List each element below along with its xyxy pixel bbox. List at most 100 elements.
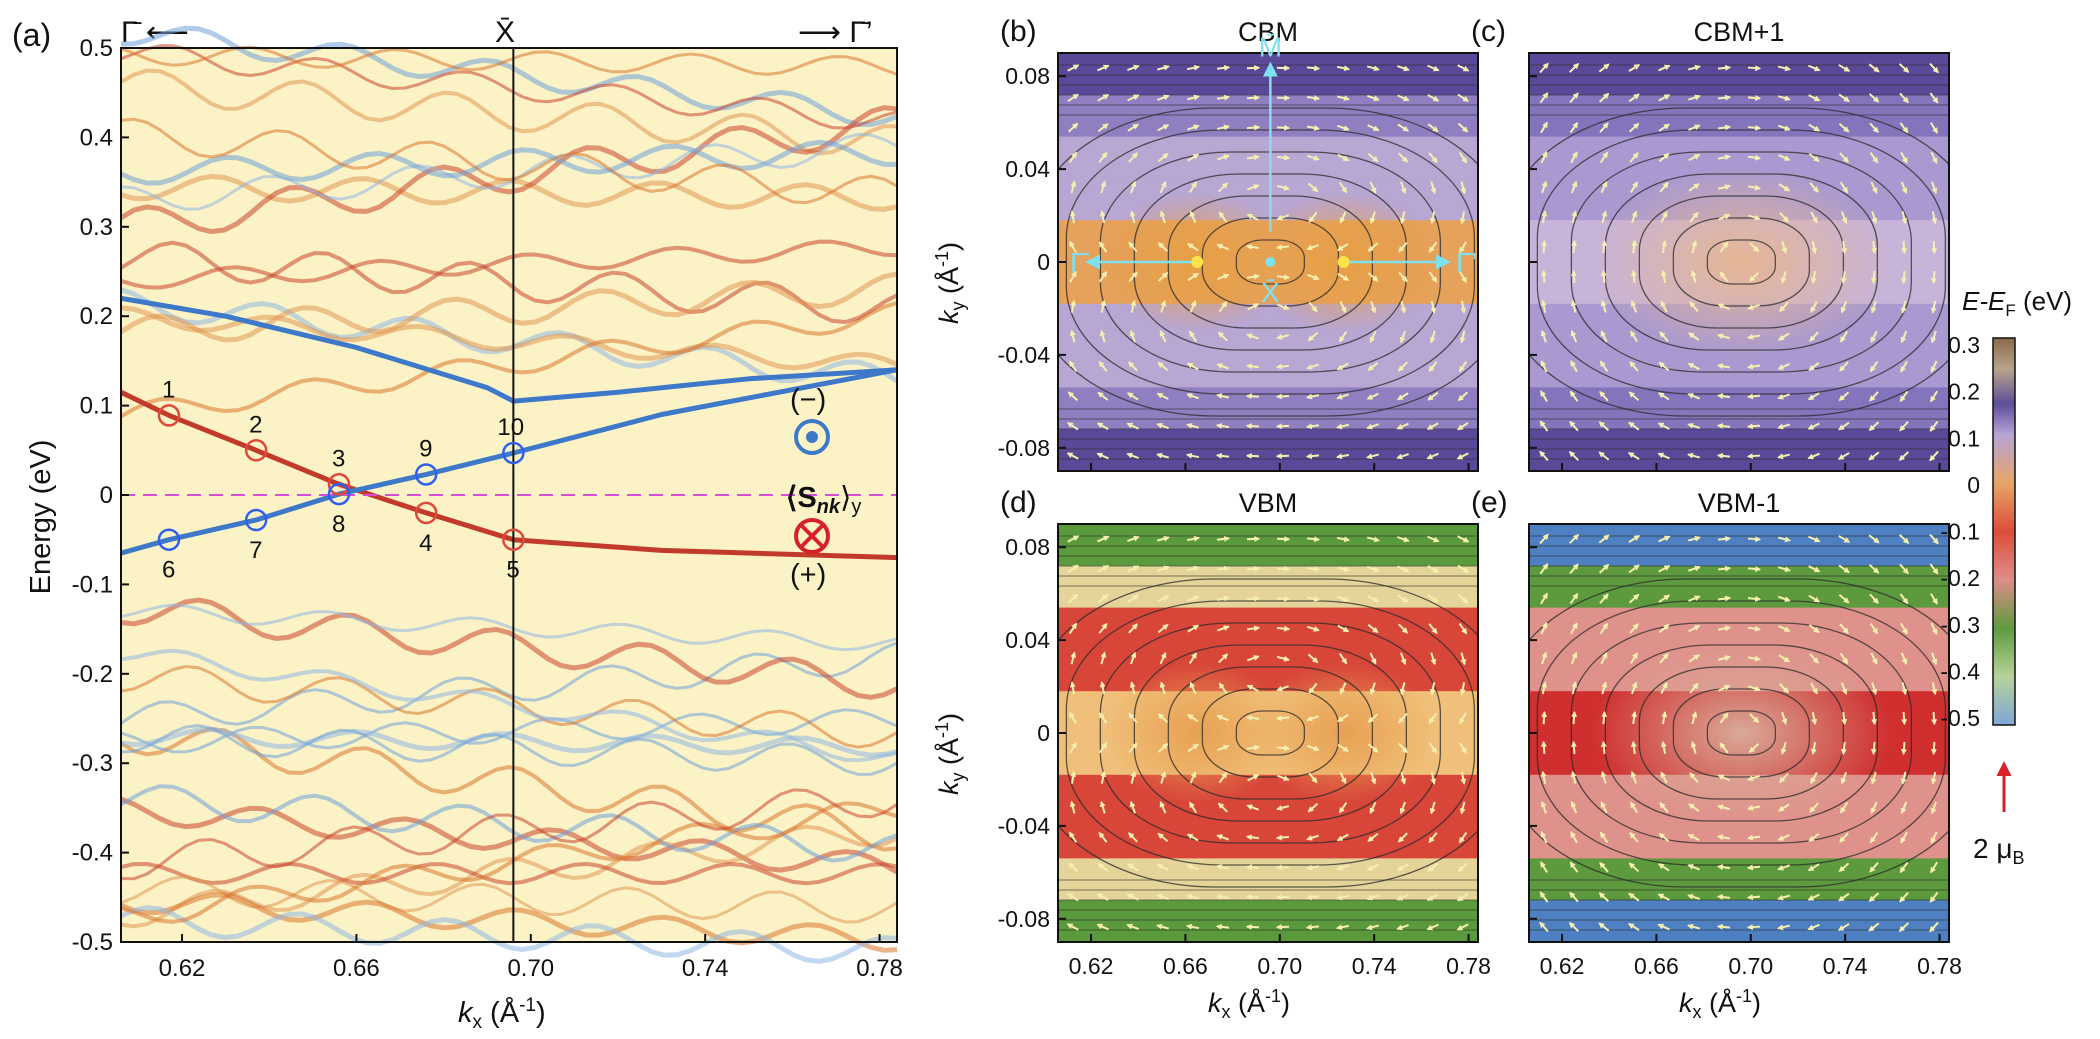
spin-arrow: [1571, 210, 1578, 224]
spin-arrow: [1930, 831, 1938, 844]
spin-arrow: [1871, 241, 1878, 255]
energy-colorbar: E-EF (eV) 0.3 0.2 0.1 0 -0.1 -0.2 -0.3 -0.4 -0.5…: [1940, 286, 2072, 868]
spin-arrow: [1717, 655, 1731, 661]
spin-arrow: [1811, 240, 1818, 255]
spin-arrow: [1541, 180, 1548, 194]
spin-arrow: [1369, 181, 1377, 194]
spin-arrow: [1777, 834, 1790, 841]
spin-arrow: [1397, 65, 1410, 72]
spin-arrow: [1718, 684, 1731, 692]
spin-arrow: [1128, 241, 1138, 253]
spin-arrow: [1898, 451, 1910, 461]
spin-arrow: [1369, 682, 1376, 696]
colorbar-tick-label: 0.3: [1948, 332, 1980, 358]
spin-arrow: [1660, 210, 1668, 224]
spin-arrow: [1069, 210, 1076, 224]
spin-arrow: [1929, 861, 1939, 874]
map-panel-vbm-minus-1: (e) VBM-1 0.62 0.66 0.70 0.74 0.78 kx (Å-1): [1471, 486, 1962, 1022]
spin-arrow: [1687, 393, 1700, 400]
spin-arrow: [1218, 653, 1229, 664]
spin-arrow: [1336, 95, 1350, 102]
spin-arrow: [1688, 624, 1701, 633]
spin-arrow: [1100, 180, 1107, 194]
map-contour: [1133, 644, 1408, 822]
spin-arrow: [1899, 390, 1909, 403]
spin-arrow: [1186, 422, 1200, 429]
spin-arrow: [1157, 743, 1169, 753]
spin-arrow: [1570, 770, 1577, 784]
spin-arrow: [1746, 834, 1761, 841]
map-ky-label-part: ): [934, 713, 964, 722]
spin-arrow: [1070, 180, 1077, 194]
spin-arrow: [1186, 565, 1200, 572]
spin-arrow: [1126, 893, 1139, 901]
map-contour: [1065, 600, 1476, 866]
spin-arrow: [1929, 533, 1939, 545]
spin-arrow: [1539, 563, 1549, 575]
spin-arrow: [1747, 565, 1762, 572]
spin-arrow: [1569, 563, 1579, 575]
spin-arrow: [1810, 682, 1818, 695]
spin-arrow: [1717, 774, 1730, 782]
spin-arrow: [1839, 652, 1849, 665]
spin-arrow: [1690, 740, 1697, 754]
spin-arrow: [1246, 804, 1259, 811]
colorbar-tick-label: 0.2: [1948, 379, 1980, 405]
spin-arrow: [1840, 270, 1847, 285]
spin-arrow: [1189, 300, 1197, 313]
spin-arrow: [1306, 625, 1320, 632]
spin-arrow: [1245, 243, 1260, 250]
spin-arrow: [1687, 452, 1701, 459]
colorbar-title-unit: (eV): [2016, 286, 2072, 316]
spin-arrow: [1657, 392, 1670, 401]
spin-arrow: [1305, 453, 1320, 460]
spin-arrow: [1839, 331, 1849, 343]
spin-arrow: [1838, 594, 1850, 604]
spin-arrow: [1717, 535, 1732, 542]
map-x-tick-label: 0.74: [1823, 953, 1868, 979]
spin-expect-y: y: [851, 496, 861, 518]
spin-arrow: [1157, 623, 1169, 634]
background-band: [120, 664, 898, 749]
spin-arrow: [1747, 124, 1762, 131]
spin-arrow: [1186, 893, 1200, 900]
spin-arrow: [1429, 682, 1436, 696]
spin-arrow: [1218, 182, 1229, 193]
spin-arrow: [1216, 124, 1231, 131]
spin-arrow: [1630, 740, 1637, 755]
spin-arrow: [1396, 863, 1409, 872]
spin-arrow: [1687, 64, 1701, 71]
spin-arrow: [1627, 922, 1640, 932]
moment-scale-main: 2 μ: [1973, 833, 2012, 864]
spin-arrow: [1929, 390, 1939, 403]
map-y-tick-label: 0: [1037, 720, 1050, 746]
spin-arrow: [1658, 123, 1671, 132]
spin-arrow: [1930, 151, 1938, 165]
spin-arrow: [1187, 124, 1200, 131]
band-point-label: 10: [497, 414, 524, 441]
spin-arrow: [1396, 422, 1409, 430]
spin-arrow: [1930, 330, 1937, 344]
map-band: [1529, 565, 1949, 609]
spin-arrow: [1540, 861, 1548, 873]
spin-arrow: [1216, 243, 1229, 251]
spin-arrow: [1746, 333, 1761, 340]
spin-arrow: [1569, 390, 1579, 402]
spin-arrow: [1569, 861, 1579, 873]
spin-arrow: [1629, 181, 1639, 194]
spin-arrow: [1628, 593, 1640, 604]
spin-arrow: [1748, 713, 1760, 724]
spin-arrow: [1398, 152, 1409, 163]
spin-arrow: [1931, 712, 1938, 726]
spin-arrow: [1399, 181, 1407, 195]
spin-arrow: [1308, 682, 1318, 694]
spin-arrow: [1778, 654, 1791, 663]
spin-arrow: [1216, 363, 1229, 370]
spin-arrow: [1157, 94, 1170, 101]
spin-arrow: [1659, 181, 1669, 193]
spin-arrow: [1779, 772, 1789, 784]
spin-arrow: [1367, 153, 1379, 163]
spin-arrow: [1217, 331, 1228, 342]
spin-arrow: [1690, 269, 1697, 283]
spin-arrow: [1127, 535, 1140, 542]
